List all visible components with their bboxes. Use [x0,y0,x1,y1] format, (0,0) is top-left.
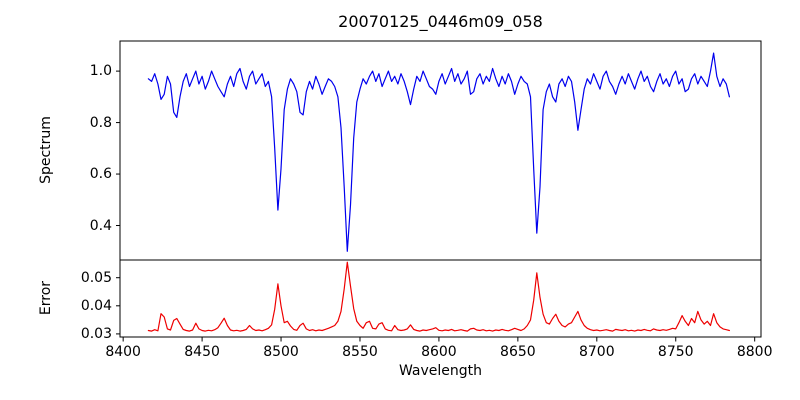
error-y-tick-label: 0.05 [80,269,112,286]
x-tick-label: 8500 [263,344,299,360]
error-panel-border [119,259,762,338]
x-tick-label: 8700 [578,344,615,360]
error-line [147,261,731,332]
error-y-tick-label: 0.03 [80,325,112,342]
x-tick-label: 8800 [736,344,773,360]
x-tick-label: 8750 [657,344,694,360]
x-tick-label: 8550 [342,344,378,360]
error-y-tick-label: 0.04 [80,297,112,314]
spectrum-y-tick-label: 1.0 [89,63,112,80]
x-axis-label: Wavelength [398,363,483,379]
x-tick-label: 8400 [105,344,141,360]
x-tick-label: 8600 [421,344,457,360]
chart-title: 20070125_0446m09_058 [338,12,543,31]
x-tick-label: 8650 [500,344,536,360]
x-tick-label: 8450 [184,344,220,360]
spectrum-panel-border [119,40,762,261]
spectrum-y-tick-label: 0.4 [89,217,112,234]
spectrum-line [147,52,731,252]
spectrum-y-tick-label: 0.8 [89,114,112,131]
spectrum-y-tick-label: 0.6 [89,166,112,183]
